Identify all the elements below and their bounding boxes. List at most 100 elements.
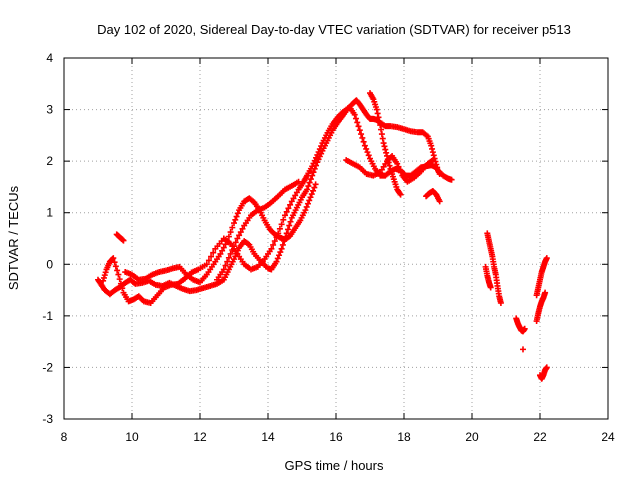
track-10-marker — [487, 284, 494, 291]
track-2-marker — [429, 149, 436, 156]
track-5-marker — [231, 243, 237, 250]
track-7-marker — [376, 118, 383, 125]
y-tick-label: 0 — [46, 257, 53, 271]
x-tick-label: 22 — [533, 430, 547, 444]
y-tick-label: 3 — [46, 103, 53, 117]
track-3-marker — [115, 271, 122, 278]
track-3-marker — [363, 145, 370, 152]
track-3-marker — [114, 267, 121, 274]
x-tick-label: 18 — [397, 430, 411, 444]
track-3-marker — [100, 274, 107, 281]
track-3-marker — [351, 111, 358, 118]
track-5-marker — [239, 225, 246, 232]
track-5-marker — [229, 247, 236, 254]
plot-frame — [63, 57, 609, 420]
track-3-marker — [208, 253, 215, 260]
track-2-marker — [428, 142, 435, 149]
track-2-marker — [278, 245, 285, 252]
track-4-marker — [229, 224, 236, 231]
track-2-marker — [277, 249, 284, 256]
track-7-marker — [375, 114, 382, 121]
track-4-marker — [231, 220, 237, 227]
track-3-marker — [270, 241, 277, 248]
track-7-marker — [386, 162, 393, 169]
track-7-marker — [384, 156, 391, 163]
x-tick-label: 16 — [329, 430, 343, 444]
track-3-marker — [360, 138, 367, 145]
track-2-marker — [279, 241, 286, 248]
track-4-marker — [312, 181, 319, 188]
track-2-marker — [430, 152, 437, 159]
track-7-marker — [382, 146, 389, 153]
track-4-marker — [222, 241, 229, 248]
track-2-marker — [274, 255, 281, 262]
track-3-marker — [268, 245, 275, 252]
y-tick-label: 2 — [46, 154, 53, 168]
track-3-marker — [352, 115, 359, 122]
track-2-marker — [307, 176, 314, 183]
track-3-marker — [276, 225, 283, 232]
track-5-marker — [224, 258, 231, 265]
track-3-marker — [116, 276, 123, 283]
track-2-marker — [287, 218, 294, 225]
track-2-marker — [286, 222, 293, 229]
track-4-marker — [302, 207, 309, 214]
track-1-marker — [120, 237, 127, 244]
track-5-marker — [295, 178, 302, 185]
track-7-marker — [397, 191, 404, 198]
track-3-marker — [101, 272, 108, 279]
track-4-marker — [232, 216, 239, 223]
track-14-marker — [543, 255, 550, 262]
track-4-marker — [219, 247, 226, 254]
y-tick-label: -1 — [42, 309, 53, 323]
track-13-marker — [542, 289, 549, 296]
track-2-marker — [309, 172, 316, 179]
track-8-marker — [436, 198, 443, 205]
track-3-marker — [359, 134, 366, 141]
track-3-marker — [361, 142, 368, 149]
track-7-marker — [379, 135, 386, 142]
track-2-marker — [284, 226, 291, 233]
data-points — [95, 90, 550, 382]
x-tick-label: 8 — [61, 430, 68, 444]
y-axis-label: SDTVAR / TECUs — [6, 185, 21, 290]
track-2-marker — [448, 176, 455, 183]
track-5-marker — [227, 250, 234, 257]
track-3-marker — [283, 208, 290, 215]
track-3-marker — [278, 221, 285, 228]
track-15-marker — [543, 364, 550, 371]
x-tick-label: 24 — [601, 430, 615, 444]
grid-lines — [64, 58, 608, 419]
track-9-marker — [497, 299, 504, 306]
track-4-marker — [217, 250, 224, 257]
track-2-marker — [304, 186, 311, 193]
track-7-marker — [378, 126, 385, 133]
track-4-marker — [227, 229, 234, 236]
track-4-marker — [306, 197, 313, 204]
track-4-marker — [303, 203, 310, 210]
track-3-marker — [436, 171, 443, 178]
y-tick-label: -3 — [42, 412, 53, 426]
chart-title: Day 102 of 2020, Sidereal Day-to-day VTE… — [97, 22, 571, 37]
x-tick-label: 14 — [261, 430, 275, 444]
track-3-marker — [356, 127, 363, 134]
track-11-marker — [521, 325, 528, 332]
track-12-marker — [520, 346, 526, 353]
track-3-marker — [111, 259, 118, 266]
y-tick-label: 4 — [46, 51, 53, 65]
track-5-marker — [225, 254, 232, 261]
track-5-marker — [222, 262, 229, 269]
track-2-marker — [306, 179, 313, 186]
track-3-marker — [271, 238, 278, 245]
track-7-marker — [378, 131, 385, 138]
track-3-marker — [110, 255, 117, 262]
track-3-marker — [358, 131, 365, 138]
track-2-marker — [310, 169, 317, 176]
track-4-marker — [233, 213, 240, 220]
y-tick-label: 1 — [46, 206, 53, 220]
track-7-marker — [374, 110, 381, 117]
track-4-marker — [234, 210, 241, 217]
track-7-marker — [383, 149, 390, 156]
track-3-marker — [210, 249, 217, 256]
y-tick-label: -2 — [42, 360, 53, 374]
